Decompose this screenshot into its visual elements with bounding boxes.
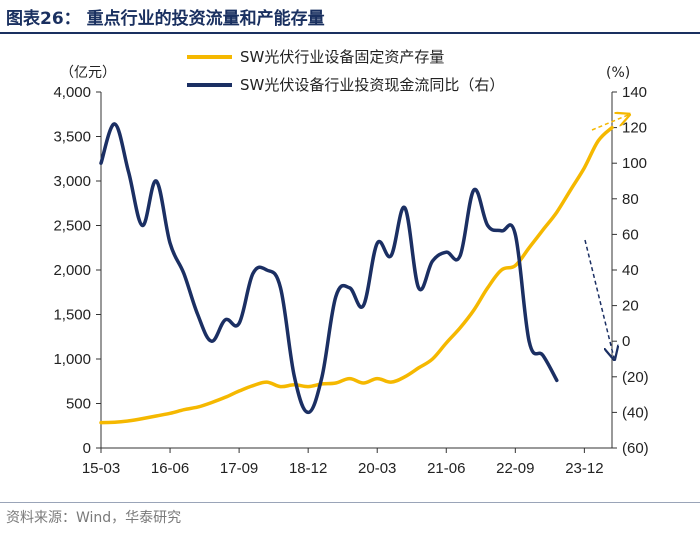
x-tick-label: 17-09: [220, 460, 258, 477]
x-tick-label: 18-12: [289, 460, 327, 477]
right-tick-label: 40: [622, 262, 639, 279]
chart-title: 图表26： 重点行业的投资流量和产能存量: [6, 9, 325, 29]
left-tick-label: 3,000: [53, 173, 91, 190]
series-line-investment-cashflow-yoy: [99, 122, 559, 415]
axes: 0 500 1,000 1,500 2,000 2,500 3,000 3,500 4,000 (…: [53, 65, 648, 477]
right-tick-label: (20): [622, 369, 649, 386]
x-tick-label: 15-03: [82, 460, 120, 477]
left-tick-label: 1,000: [53, 351, 91, 368]
trend-arrows: [584, 115, 628, 358]
source-note: 资料来源：Wind，华泰研究: [6, 510, 182, 526]
legend: SW光伏行业设备固定资产存量 SW光伏设备行业投资现金流同比（右）: [187, 48, 504, 94]
right-axis-unit: (%): [606, 65, 630, 81]
legend-label-investment-cashflow-yoy: SW光伏设备行业投资现金流同比（右）: [240, 76, 504, 94]
left-tick-label: 3,500: [53, 129, 91, 146]
x-tick-label: 22-09: [496, 460, 534, 477]
series-layer: [99, 122, 614, 425]
x-tick-label: 20-03: [358, 460, 396, 477]
left-tick-label: 4,000: [53, 84, 91, 101]
x-tick-label: 23-12: [565, 460, 603, 477]
series-line-capacity-stock: [99, 125, 614, 425]
right-tick-label: (40): [622, 404, 649, 421]
footer-divider: [0, 502, 700, 503]
right-tick-label: (60): [622, 440, 649, 457]
legend-label-capacity-stock: SW光伏行业设备固定资产存量: [240, 48, 444, 66]
right-tick-label: 100: [622, 155, 647, 172]
right-tick-label: 80: [622, 191, 639, 208]
right-tick-label: 20: [622, 298, 639, 315]
right-tick-label: 0: [622, 333, 630, 350]
right-tick-label: 140: [622, 84, 647, 101]
left-tick-label: 2,500: [53, 218, 91, 235]
navy-trend-arrow: [584, 239, 614, 358]
left-tick-label: 0: [83, 440, 91, 457]
right-tick-label: 60: [622, 226, 639, 243]
right-tick-label: 120: [622, 120, 647, 137]
left-tick-label: 2,000: [53, 262, 91, 279]
left-axis-unit: （亿元）: [60, 65, 116, 81]
title-divider: [0, 32, 700, 34]
x-tick-label: 21-06: [427, 460, 465, 477]
left-tick-label: 500: [66, 396, 91, 413]
chart-canvas: 0 500 1,000 1,500 2,000 2,500 3,000 3,500 4,000 (…: [53, 48, 648, 477]
left-tick-label: 1,500: [53, 307, 91, 324]
x-tick-label: 16-06: [151, 460, 189, 477]
